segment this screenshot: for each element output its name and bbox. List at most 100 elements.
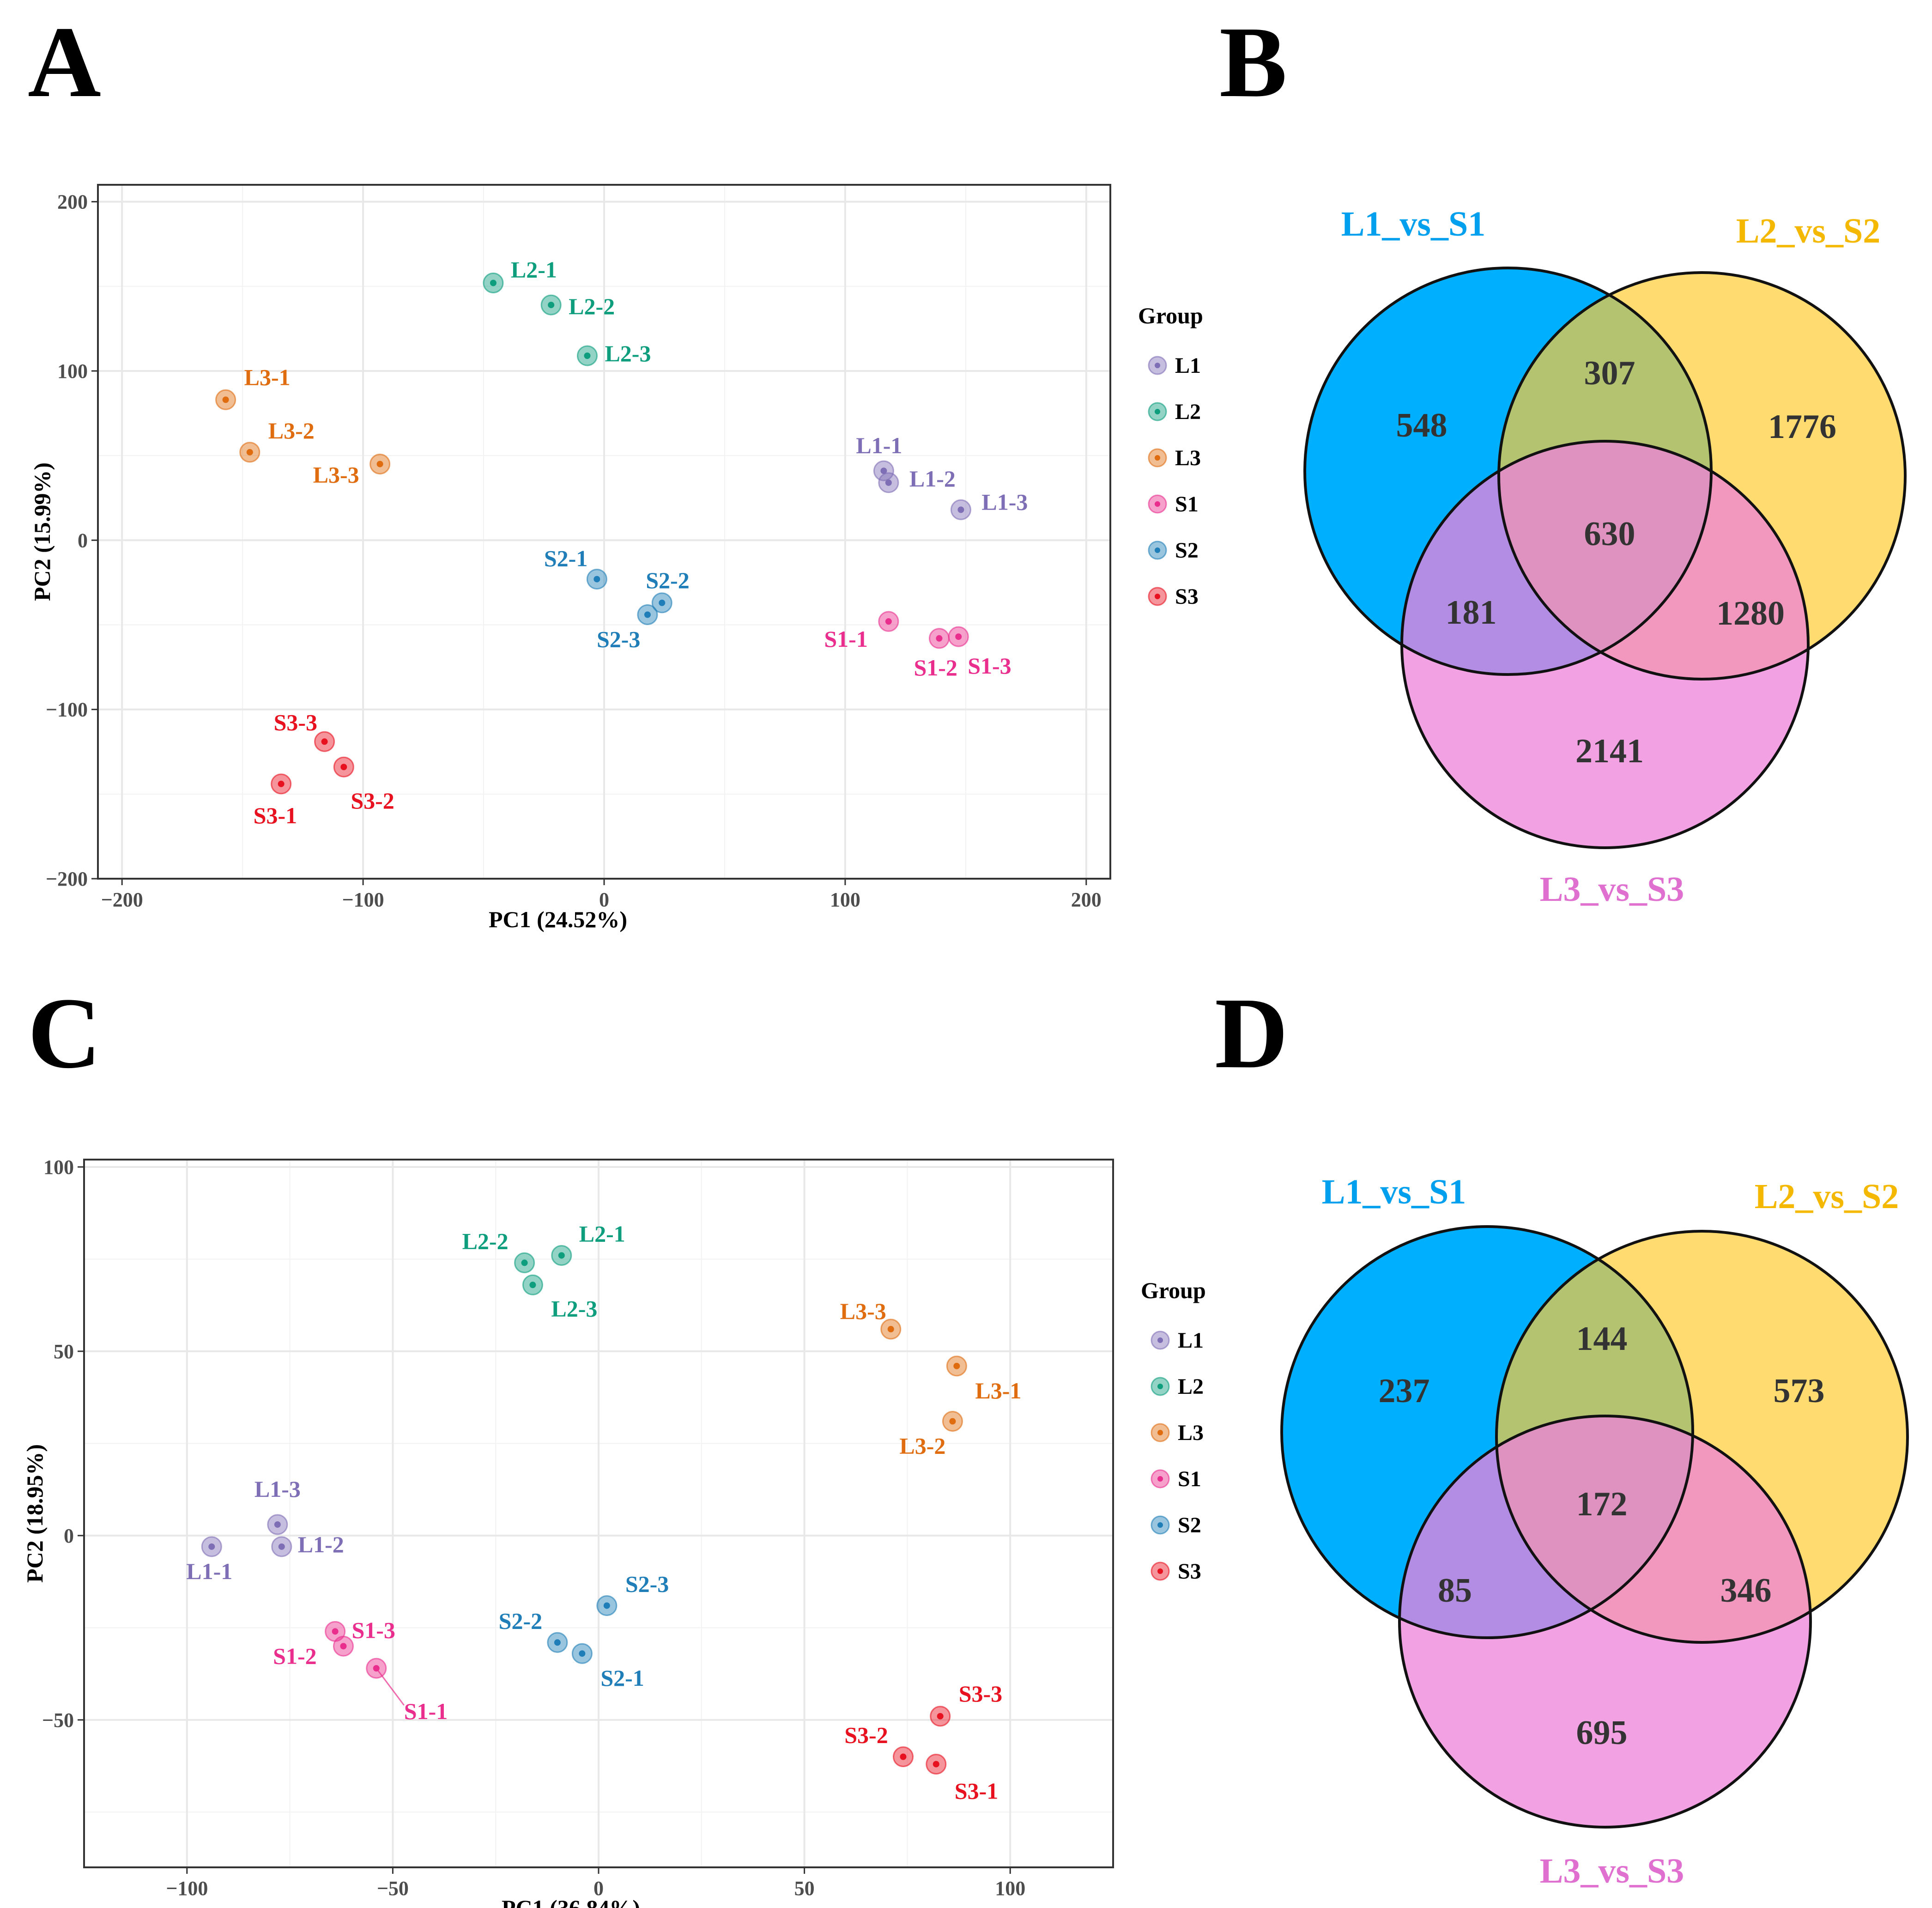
legend-dot-s3	[1155, 594, 1160, 599]
plot-border	[83, 1159, 1114, 1868]
venn-set-label-b: L2_vs_S2	[1736, 212, 1881, 250]
legend-label-s2: S2	[1175, 538, 1199, 563]
point-label-s3-1: S3-1	[254, 802, 297, 828]
data-point-s2-1	[579, 1650, 586, 1657]
point-label-l3-3: L3-3	[313, 462, 359, 487]
data-point-s2-3	[603, 1602, 610, 1609]
point-label-s3-2: S3-2	[351, 788, 394, 814]
point-label-l1-3: L1-3	[254, 1476, 301, 1502]
data-point-l1-3	[274, 1521, 281, 1528]
point-label-l2-2: L2-2	[462, 1228, 509, 1254]
legend-label-s1: S1	[1175, 492, 1199, 516]
data-point-l3-2	[949, 1418, 956, 1425]
data-point-s1-3	[340, 1643, 347, 1650]
x-tick-label: 100	[830, 888, 860, 911]
point-label-l1-3: L1-3	[981, 489, 1028, 515]
data-point-s2-2	[554, 1639, 561, 1646]
y-tick-label: 100	[43, 1156, 74, 1179]
data-point-l3-3	[887, 1326, 894, 1333]
data-point-s3-3	[937, 1713, 944, 1720]
x-tick-label: −100	[342, 888, 384, 911]
data-point-l1-2	[885, 479, 892, 486]
legend-label-l2: L2	[1178, 1374, 1204, 1399]
venn-set-label-c: L3_vs_S3	[1540, 870, 1684, 909]
data-point-s1-3	[955, 633, 962, 640]
data-point-l1-1	[208, 1543, 215, 1550]
legend-dot-l1	[1155, 363, 1160, 368]
x-tick-label: 0	[599, 888, 609, 911]
point-label-l3-3: L3-3	[840, 1298, 886, 1324]
venn-count-ab: 307	[1584, 354, 1635, 392]
x-tick-label: −200	[101, 888, 143, 911]
point-label-l2-1: L2-1	[579, 1221, 625, 1246]
data-point-l3-1	[953, 1362, 960, 1369]
point-label-s2-2: S2-2	[499, 1608, 542, 1634]
venn-circle-fill-c	[1399, 1416, 1811, 1827]
data-point-l3-2	[246, 449, 253, 456]
x-tick-label: −100	[166, 1877, 208, 1900]
data-point-l1-2	[278, 1543, 285, 1550]
data-point-s2-3	[644, 611, 651, 618]
point-label-l2-1: L2-1	[511, 256, 557, 282]
venn-diagram-b: L1_vs_S1 L2_vs_S2 L3_vs_S3 548 1776 2141 307 18…	[1303, 205, 1907, 909]
point-label-s1-2: S1-2	[914, 655, 957, 681]
legend-title: Group	[1138, 303, 1203, 328]
legend-label-s2: S2	[1178, 1513, 1201, 1537]
pca-plot-c: −100 −50 0 50 100 −50 0 50 100 PC1 (36.84%) PC2 (1…	[22, 1156, 1206, 1908]
legend-label-l1: L1	[1175, 353, 1201, 378]
legend-dot-l1	[1157, 1337, 1163, 1343]
venn-count-a-only: 548	[1396, 407, 1447, 444]
point-label-l1-1: L1-1	[186, 1558, 232, 1584]
venn-count-c-only: 695	[1576, 1714, 1628, 1752]
point-label-s2-1: S2-1	[600, 1665, 644, 1691]
y-tick-label: 0	[64, 1525, 74, 1547]
data-point-s2-2	[659, 599, 666, 606]
y-tick-label: −100	[46, 699, 88, 721]
data-point-l3-3	[376, 461, 383, 468]
point-label-l3-1: L3-1	[975, 1378, 1021, 1404]
y-tick-label: 0	[78, 529, 88, 552]
point-label-l2-2: L2-2	[569, 293, 615, 319]
legend-label-l1: L1	[1178, 1328, 1204, 1353]
panel-letter-d: D	[1215, 977, 1288, 1089]
venn-count-ac: 181	[1446, 594, 1497, 632]
legend-dot-l3	[1157, 1430, 1163, 1435]
venn-count-bc: 1280	[1716, 595, 1785, 632]
legend-label-l2: L2	[1175, 400, 1201, 424]
legend-label-s3: S3	[1178, 1559, 1201, 1584]
venn-count-b-only: 573	[1774, 1372, 1825, 1410]
point-label-s1-1: S1-1	[404, 1698, 448, 1724]
point-label-l1-1: L1-1	[856, 432, 902, 458]
data-point-l2-3	[529, 1282, 536, 1288]
venn-diagram-d: L1_vs_S1 L2_vs_S2 L3_vs_S3 237 573 695 144 85 34…	[1280, 1173, 1909, 1890]
venn-circle-outline-b	[1495, 1230, 1909, 1644]
data-point-s1-2	[936, 635, 943, 642]
data-point-s3-1	[278, 780, 285, 787]
data-point-s3-3	[321, 738, 328, 745]
legend-label-s3: S3	[1175, 584, 1199, 609]
point-label-s2-1: S2-1	[544, 546, 587, 571]
label-leader-line	[375, 1668, 405, 1706]
legend-title: Group	[1141, 1277, 1206, 1303]
panel-letter-a: A	[28, 6, 101, 118]
venn-count-b-only: 1776	[1768, 408, 1836, 446]
venn-set-label-b: L2_vs_S2	[1755, 1177, 1899, 1216]
panel-letter-c: C	[28, 977, 101, 1089]
data-point-l2-1	[490, 280, 497, 286]
point-label-l3-2: L3-2	[899, 1433, 945, 1459]
data-point-l2-1	[558, 1252, 565, 1259]
x-tick-label: 50	[794, 1877, 815, 1900]
point-label-s3-1: S3-1	[955, 1778, 998, 1804]
venn-circle-outline-c	[1398, 1415, 1812, 1829]
data-point-s3-2	[900, 1753, 907, 1760]
x-tick-label: 0	[594, 1877, 604, 1900]
point-label-s3-3: S3-3	[959, 1681, 1002, 1707]
venn-circle-outline-c	[1400, 440, 1810, 849]
point-label-s1-2: S1-2	[273, 1643, 316, 1669]
data-point-s3-2	[340, 764, 347, 771]
point-label-s3-3: S3-3	[274, 709, 317, 735]
venn-count-abc: 630	[1584, 515, 1635, 553]
point-label-l2-3: L2-3	[551, 1295, 597, 1321]
x-tick-label: 100	[995, 1877, 1025, 1900]
